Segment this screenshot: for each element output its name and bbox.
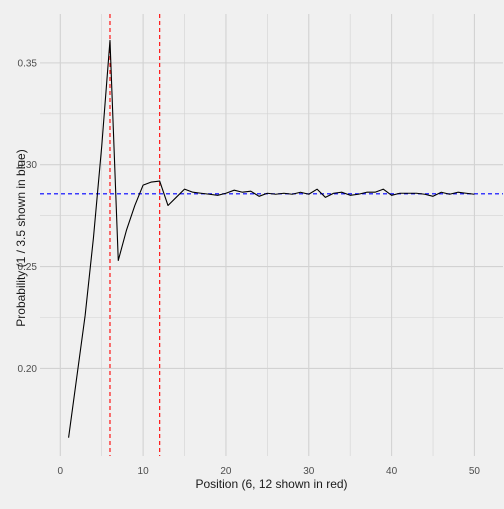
tick-labels: 0 10 20 30 40 50 0.20 0.25 0.30 0.35 xyxy=(18,58,481,477)
grid-lines xyxy=(40,14,503,456)
x-tick-label: 40 xyxy=(386,466,398,477)
x-tick-label: 10 xyxy=(138,466,150,477)
y-tick-label: 0.25 xyxy=(18,262,38,273)
x-tick-label: 50 xyxy=(469,466,481,477)
y-tick-label: 0.20 xyxy=(18,364,38,375)
x-tick-label: 0 xyxy=(58,466,64,477)
series-line xyxy=(68,39,475,438)
y-axis-title: Probability (1 / 3.5 shown in blue) xyxy=(14,149,28,326)
x-axis-title: Position (6, 12 shown in red) xyxy=(195,477,347,491)
reference-vertical-lines xyxy=(109,14,161,456)
y-tick-label: 0.30 xyxy=(18,160,38,171)
series-lines xyxy=(68,39,475,438)
y-tick-label: 0.35 xyxy=(18,58,38,69)
x-tick-label: 20 xyxy=(220,466,232,477)
x-tick-label: 30 xyxy=(303,466,315,477)
